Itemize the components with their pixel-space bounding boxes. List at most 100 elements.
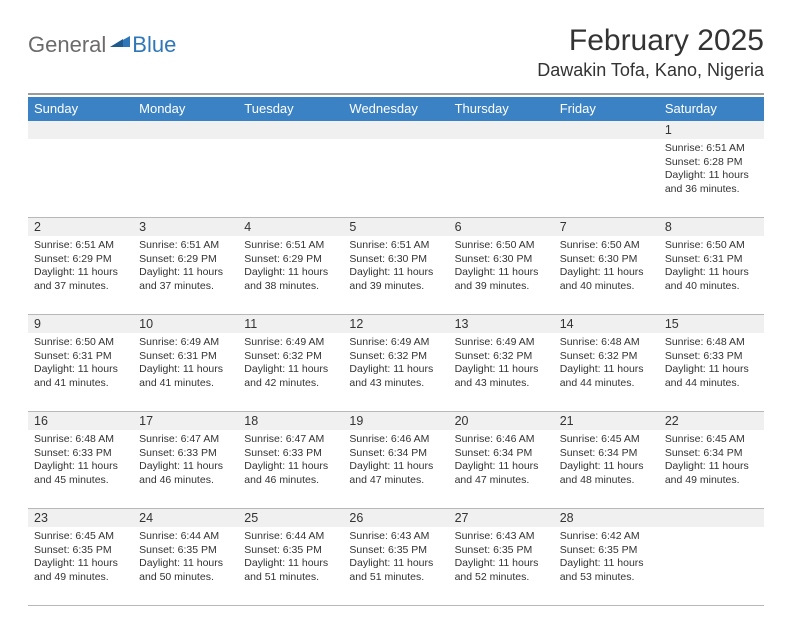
sunrise-text: Sunrise: 6:50 AM [560, 239, 653, 253]
day-cell: Sunrise: 6:48 AMSunset: 6:32 PMDaylight:… [554, 333, 659, 411]
weekday-header: Sunday Monday Tuesday Wednesday Thursday… [28, 97, 764, 121]
daylight-text: and 37 minutes. [139, 280, 232, 294]
weekday-label: Monday [133, 97, 238, 121]
day-number: 2 [28, 218, 133, 236]
sunset-text: Sunset: 6:34 PM [349, 447, 442, 461]
sunset-text: Sunset: 6:33 PM [34, 447, 127, 461]
daylight-text: and 41 minutes. [34, 377, 127, 391]
daylight-text: Daylight: 11 hours [665, 266, 758, 280]
sunset-text: Sunset: 6:33 PM [139, 447, 232, 461]
daylight-text: Daylight: 11 hours [455, 557, 548, 571]
daylight-text: Daylight: 11 hours [560, 266, 653, 280]
daylight-text: and 36 minutes. [665, 183, 758, 197]
daylight-text: Daylight: 11 hours [139, 557, 232, 571]
sunrise-text: Sunrise: 6:48 AM [560, 336, 653, 350]
sunrise-text: Sunrise: 6:51 AM [139, 239, 232, 253]
daylight-text: and 49 minutes. [665, 474, 758, 488]
day-cell: Sunrise: 6:43 AMSunset: 6:35 PMDaylight:… [449, 527, 554, 605]
day-number: 23 [28, 509, 133, 527]
day-number [343, 121, 448, 139]
day-cell: Sunrise: 6:44 AMSunset: 6:35 PMDaylight:… [238, 527, 343, 605]
sunrise-text: Sunrise: 6:48 AM [665, 336, 758, 350]
day-number [238, 121, 343, 139]
day-number: 1 [659, 121, 764, 139]
day-cell [28, 139, 133, 217]
sunrise-text: Sunrise: 6:43 AM [455, 530, 548, 544]
logo-text-general: General [28, 32, 106, 58]
day-cell: Sunrise: 6:49 AMSunset: 6:32 PMDaylight:… [343, 333, 448, 411]
daylight-text: and 38 minutes. [244, 280, 337, 294]
calendar-body: 1 Sunrise: 6:51 AM Sunset: 6:28 PM Daylight… [28, 121, 764, 606]
daylight-text: Daylight: 11 hours [665, 363, 758, 377]
daylight-text: and 39 minutes. [455, 280, 548, 294]
day-number: 28 [554, 509, 659, 527]
day-number [133, 121, 238, 139]
daylight-text: Daylight: 11 hours [34, 460, 127, 474]
daylight-text: and 51 minutes. [349, 571, 442, 585]
daylight-text: Daylight: 11 hours [34, 363, 127, 377]
daylight-text: Daylight: 11 hours [244, 266, 337, 280]
daylight-text: and 44 minutes. [665, 377, 758, 391]
weekday-label: Friday [554, 97, 659, 121]
daylight-text: Daylight: 11 hours [455, 363, 548, 377]
day-number: 15 [659, 315, 764, 333]
calendar-page: General Blue February 2025 Dawakin Tofa,… [0, 0, 792, 626]
day-number: 14 [554, 315, 659, 333]
daylight-text: and 43 minutes. [455, 377, 548, 391]
logo-mark-icon [110, 33, 130, 52]
day-number: 20 [449, 412, 554, 430]
sunset-text: Sunset: 6:34 PM [665, 447, 758, 461]
day-cell: Sunrise: 6:45 AMSunset: 6:34 PMDaylight:… [554, 430, 659, 508]
daylight-text: Daylight: 11 hours [244, 557, 337, 571]
day-number: 26 [343, 509, 448, 527]
weekday-label: Thursday [449, 97, 554, 121]
day-cell [343, 139, 448, 217]
day-number [659, 509, 764, 527]
sunrise-text: Sunrise: 6:49 AM [349, 336, 442, 350]
day-number: 25 [238, 509, 343, 527]
daylight-text: and 50 minutes. [139, 571, 232, 585]
day-number: 9 [28, 315, 133, 333]
sunset-text: Sunset: 6:29 PM [34, 253, 127, 267]
sunrise-text: Sunrise: 6:50 AM [665, 239, 758, 253]
sunrise-text: Sunrise: 6:51 AM [34, 239, 127, 253]
sunset-text: Sunset: 6:35 PM [139, 544, 232, 558]
sunrise-text: Sunrise: 6:49 AM [139, 336, 232, 350]
daylight-text: Daylight: 11 hours [349, 460, 442, 474]
title-block: February 2025 Dawakin Tofa, Kano, Nigeri… [537, 24, 764, 81]
month-title: February 2025 [537, 24, 764, 58]
day-cell [133, 139, 238, 217]
day-number: 10 [133, 315, 238, 333]
sunrise-text: Sunrise: 6:49 AM [455, 336, 548, 350]
daylight-text: Daylight: 11 hours [349, 363, 442, 377]
day-number: 27 [449, 509, 554, 527]
day-cell: Sunrise: 6:47 AMSunset: 6:33 PMDaylight:… [133, 430, 238, 508]
day-cell: Sunrise: 6:48 AMSunset: 6:33 PMDaylight:… [28, 430, 133, 508]
day-cell: Sunrise: 6:45 AMSunset: 6:34 PMDaylight:… [659, 430, 764, 508]
sunrise-text: Sunrise: 6:43 AM [349, 530, 442, 544]
sunrise-text: Sunrise: 6:48 AM [34, 433, 127, 447]
day-cell: Sunrise: 6:44 AMSunset: 6:35 PMDaylight:… [133, 527, 238, 605]
daylight-text: Daylight: 11 hours [455, 266, 548, 280]
daylight-text: and 41 minutes. [139, 377, 232, 391]
sunrise-text: Sunrise: 6:47 AM [139, 433, 232, 447]
sunrise-text: Sunrise: 6:50 AM [34, 336, 127, 350]
day-cell: Sunrise: 6:46 AMSunset: 6:34 PMDaylight:… [343, 430, 448, 508]
daylight-text: Daylight: 11 hours [349, 266, 442, 280]
sunset-text: Sunset: 6:29 PM [139, 253, 232, 267]
day-number: 21 [554, 412, 659, 430]
day-number: 13 [449, 315, 554, 333]
day-cell [238, 139, 343, 217]
day-cell: Sunrise: 6:47 AMSunset: 6:33 PMDaylight:… [238, 430, 343, 508]
logo: General Blue [28, 24, 176, 58]
sunrise-text: Sunrise: 6:47 AM [244, 433, 337, 447]
day-cell [449, 139, 554, 217]
daylight-text: and 53 minutes. [560, 571, 653, 585]
daylight-text: and 44 minutes. [560, 377, 653, 391]
day-cell [659, 527, 764, 605]
sunset-text: Sunset: 6:35 PM [34, 544, 127, 558]
sunset-text: Sunset: 6:28 PM [665, 156, 758, 170]
sunrise-text: Sunrise: 6:46 AM [349, 433, 442, 447]
daylight-text: Daylight: 11 hours [349, 557, 442, 571]
sunset-text: Sunset: 6:30 PM [349, 253, 442, 267]
